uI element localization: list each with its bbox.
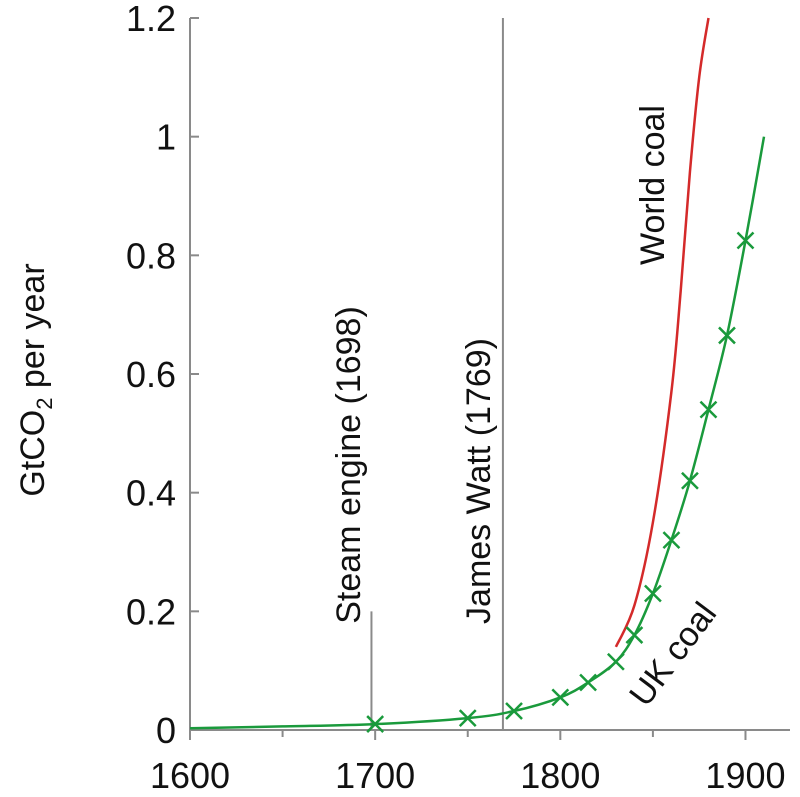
- uk-coal-marker-cross: [662, 531, 681, 550]
- x-tick-label: 1900: [705, 755, 785, 796]
- x-tick-label: 1700: [335, 755, 415, 796]
- uk-coal-marker-cross: [505, 702, 523, 720]
- uk-coal-marker: [644, 584, 662, 603]
- y-axis-title-subscript: 2: [32, 398, 57, 410]
- y-tick-label: 0.6: [126, 354, 176, 395]
- plot-area: 0 0.2 0.4 0.6 0.8 1 1.2 1600 1700 1800 1900: [126, 0, 790, 796]
- uk-coal-marker: [718, 326, 736, 345]
- y-axis-title: GtCO2 per year: [14, 263, 57, 496]
- uk-coal-marker: [662, 531, 681, 550]
- y-tick-label: 0.4: [126, 473, 176, 514]
- y-axis-title-suffix: per year: [14, 263, 52, 397]
- uk-coal-marker: [505, 702, 523, 720]
- uk-coal-marker: [458, 709, 477, 728]
- series-line-uk-coal: [189, 136, 766, 730]
- uk-coal-marker-cross: [579, 673, 597, 692]
- uk-coal-marker: [699, 400, 718, 419]
- event-label-steam-engine: Steam engine (1698): [330, 306, 368, 624]
- x-tick-label: 1600: [150, 755, 230, 796]
- uk-coal-marker-cross: [736, 231, 755, 250]
- uk-coal-marker: [625, 626, 644, 644]
- uk-coal-marker-cross: [551, 688, 570, 707]
- y-tick-label: 0.8: [126, 235, 176, 276]
- y-tick-label: 0: [156, 710, 176, 751]
- uk-coal-marker: [606, 652, 625, 671]
- x-tick-label: 1800: [520, 755, 600, 796]
- uk-coal-marker-cross: [699, 400, 718, 419]
- y-tick-label: 1: [156, 117, 176, 158]
- series-label-uk-coal: UK coal: [622, 595, 724, 713]
- series-label-world-coal: World coal: [634, 105, 672, 265]
- uk-coal-marker-cross: [625, 626, 644, 644]
- uk-coal-marker-cross: [718, 326, 736, 345]
- uk-coal-marker-cross: [458, 709, 477, 728]
- uk-coal-marker: [736, 231, 755, 250]
- uk-coal-marker-cross: [366, 715, 385, 733]
- uk-coal-marker: [366, 715, 385, 733]
- event-label-james-watt: James Watt (1769): [460, 338, 498, 624]
- uk-coal-marker-cross: [644, 584, 662, 603]
- uk-coal-marker: [551, 688, 570, 707]
- uk-coal-marker: [579, 673, 597, 692]
- uk-coal-marker-cross: [681, 471, 699, 490]
- y-tick-label: 0.2: [126, 591, 176, 632]
- uk-coal-marker: [681, 471, 699, 490]
- series-line-world-coal: [614, 17, 710, 648]
- y-tick-label: 1.2: [126, 0, 176, 39]
- y-axis-title-main: GtCO: [14, 410, 52, 497]
- uk-coal-marker-cross: [606, 652, 625, 671]
